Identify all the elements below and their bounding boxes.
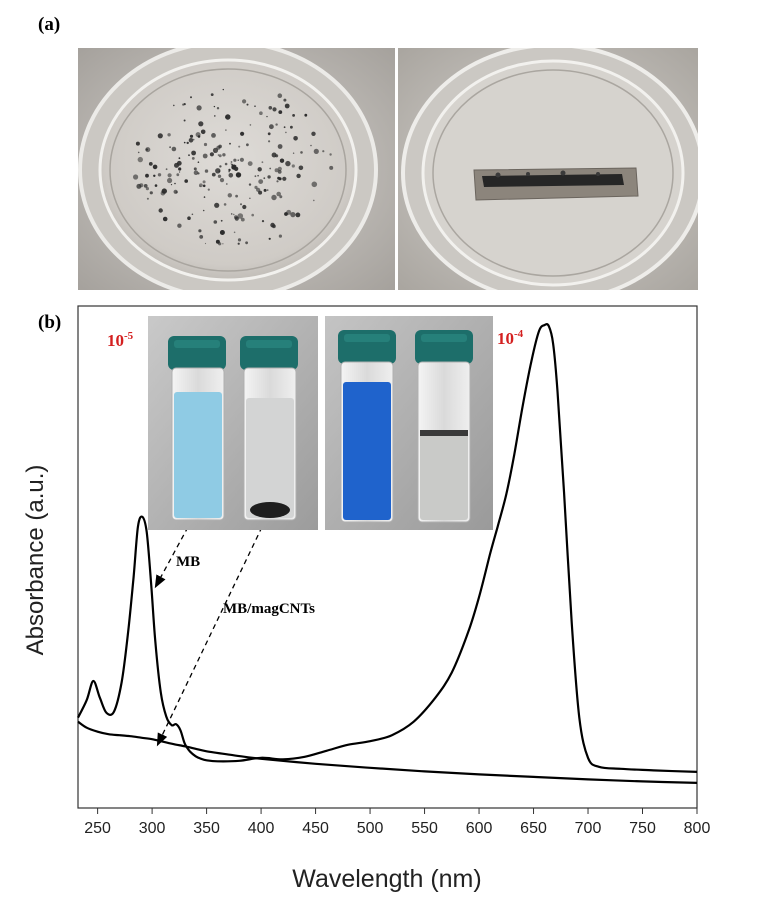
series-line-mb-magcnts — [77, 720, 698, 784]
petri-dish-magnet-photo — [398, 48, 698, 290]
x-tick-label: 750 — [629, 820, 656, 837]
concentration-low-label: 10-5 — [107, 330, 134, 350]
vials-high-concentration-photo — [325, 316, 493, 530]
panel-a-label: (a) — [38, 14, 61, 35]
concentration-high-label: 10-4 — [497, 328, 524, 348]
vials-low-concentration-photo — [148, 316, 318, 530]
y-axis-label: Absorbance (a.u.) — [22, 465, 49, 656]
x-tick-label: 600 — [466, 820, 493, 837]
conc-low-exp: -5 — [124, 330, 134, 342]
series-line-mb — [77, 323, 698, 773]
x-tick-label: 700 — [575, 820, 602, 837]
x-tick-label: 450 — [302, 820, 329, 837]
annotation-mb-magcnts: MB/magCNTs — [223, 601, 315, 617]
annotation-mb: MB — [176, 554, 200, 570]
arrow-to-mb-curve — [154, 526, 189, 589]
arrow-to-magcnts-curve — [156, 526, 263, 747]
x-axis-ticks: 250 300 350 400 450 500 550 600 650 700 750 800 — [84, 808, 710, 837]
x-tick-label: 400 — [248, 820, 275, 837]
conc-low-base: 10 — [107, 331, 124, 350]
x-tick-label: 650 — [520, 820, 547, 837]
x-tick-label: 250 — [84, 820, 111, 837]
conc-high-exp: -4 — [514, 328, 524, 340]
x-tick-label: 350 — [193, 820, 220, 837]
x-tick-label: 800 — [684, 820, 711, 837]
x-tick-label: 300 — [139, 820, 166, 837]
x-tick-label: 550 — [411, 820, 438, 837]
x-axis-label: Wavelength (nm) — [292, 865, 481, 893]
curves — [77, 323, 698, 784]
petri-dish-dispersed-photo — [78, 48, 395, 290]
panel-b-label: (b) — [38, 312, 62, 333]
x-tick-label: 500 — [357, 820, 384, 837]
plot-frame — [77, 305, 698, 809]
conc-high-base: 10 — [497, 329, 514, 348]
